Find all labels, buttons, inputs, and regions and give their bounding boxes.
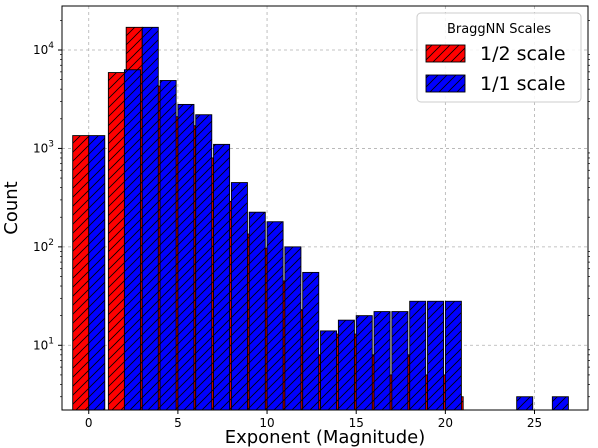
bar-1-1-scale	[302, 271, 320, 411]
legend-item-1-1-scale: 1/1 scale	[425, 73, 566, 95]
bar-1-1-scale	[320, 330, 338, 411]
bar-hatch	[213, 144, 230, 411]
bar-hatch	[356, 315, 373, 410]
bar-hatch	[231, 182, 248, 410]
bar-1-1-scale	[551, 396, 569, 411]
axes: 0 5 10 15 20 25 101 102 103 104 Exponent (Magnitud…	[1, 5, 590, 448]
bar-1-2-scale	[107, 72, 125, 411]
legend-swatch-hatch	[426, 45, 465, 62]
bar-hatch	[516, 396, 533, 410]
y-tick-label: 102	[33, 238, 54, 254]
bar-1-1-scale	[88, 135, 106, 411]
bar-1-1-scale	[427, 300, 445, 411]
x-tick-label: 20	[438, 416, 453, 430]
y-tick-label: 103	[33, 139, 54, 155]
bar-1-1-scale	[159, 80, 177, 411]
bar-1-1-scale	[409, 300, 427, 411]
bar-hatch	[338, 320, 355, 410]
bar-1-1-scale	[516, 396, 534, 411]
bar-hatch	[302, 272, 319, 410]
bar-hatch	[177, 104, 194, 410]
bar-hatch	[72, 135, 89, 410]
x-tick-label: 10	[259, 416, 274, 430]
plot-frame	[61, 5, 589, 411]
legend-label: 1/1 scale	[480, 73, 566, 95]
legend-title: BraggNN Scales	[447, 22, 551, 37]
bar-1-1-scale	[337, 319, 355, 411]
y-tick-label: 101	[33, 336, 54, 352]
bar-hatch	[445, 301, 462, 410]
bar-hatch	[391, 311, 408, 410]
bar-1-2-scale	[72, 135, 90, 411]
bar-1-1-scale	[141, 26, 159, 411]
bar-1-1-scale	[177, 103, 195, 411]
bar-1-1-scale	[213, 143, 231, 411]
bar-1-1-scale	[355, 315, 373, 411]
x-tick-label: 5	[174, 416, 182, 430]
bar-hatch	[552, 396, 569, 410]
legend: BraggNN Scales 1/2 scale 1/1 scale	[416, 12, 582, 103]
bar-1-1-scale	[123, 69, 141, 411]
legend-item-1-2-scale: 1/2 scale	[425, 43, 566, 65]
bars	[72, 26, 569, 411]
bar-hatch	[108, 72, 125, 411]
bar-1-1-scale	[230, 182, 248, 411]
y-tick-label: 104	[33, 41, 54, 57]
x-tick-label: 25	[527, 416, 542, 430]
bar-1-1-scale	[391, 311, 409, 411]
bar-hatch	[249, 212, 266, 410]
bar-1-1-scale	[444, 300, 462, 411]
bar-hatch	[409, 301, 426, 410]
bar-hatch	[124, 69, 141, 411]
bar-hatch	[267, 221, 284, 410]
x-tick-label: 15	[349, 416, 364, 430]
bar-hatch	[284, 246, 301, 410]
x-tick-label: 0	[85, 416, 93, 430]
bar-hatch	[142, 27, 159, 411]
bar-hatch	[427, 301, 444, 410]
bar-hatch	[88, 135, 105, 410]
bar-1-1-scale	[248, 211, 266, 411]
bar-1-1-scale	[266, 221, 284, 411]
bar-hatch	[320, 330, 337, 410]
bar-1-1-scale	[284, 246, 302, 411]
bar-hatch	[374, 311, 391, 410]
bar-hatch	[160, 80, 177, 411]
x-axis-title: Exponent (Magnitude)	[225, 427, 426, 448]
bar-hatch	[195, 114, 212, 411]
y-axis-title: Count	[1, 181, 22, 234]
legend-swatch-hatch	[426, 75, 465, 92]
legend-label: 1/2 scale	[480, 43, 566, 65]
bar-1-1-scale	[373, 311, 391, 411]
bar-1-1-scale	[195, 114, 213, 411]
